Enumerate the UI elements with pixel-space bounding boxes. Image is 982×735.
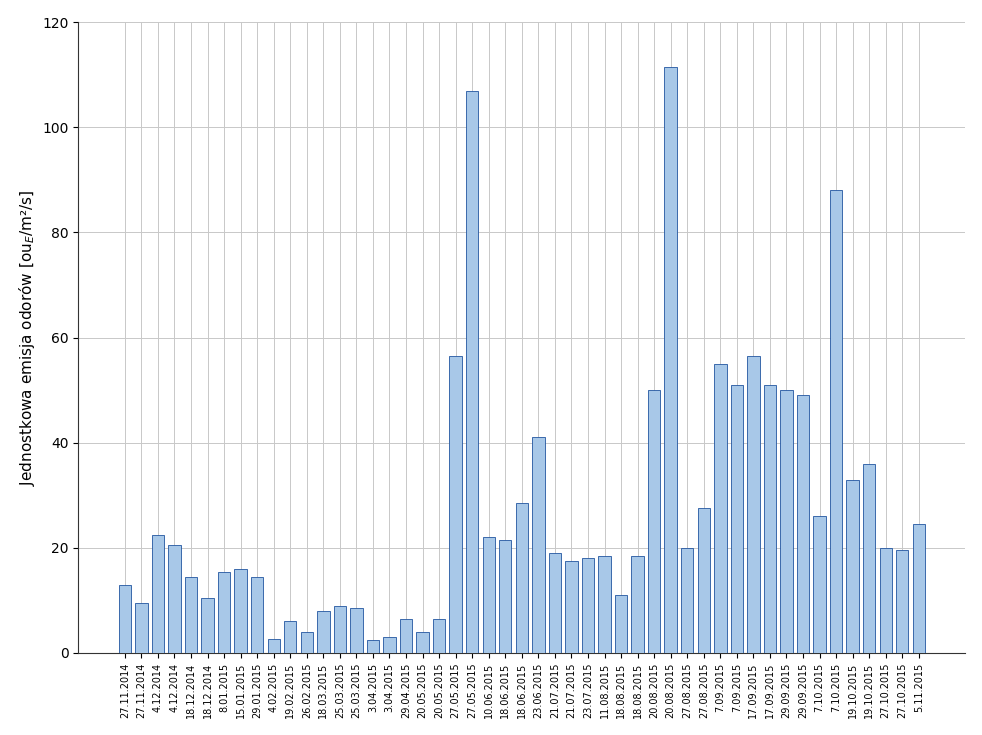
Bar [168,545,181,653]
Bar [863,464,875,653]
Bar [697,509,710,653]
Y-axis label: Jednostkowa emisja odorów [ou$_E$/m²/s]: Jednostkowa emisja odorów [ou$_E$/m²/s] [17,190,36,486]
Bar [251,577,263,653]
Bar [731,385,743,653]
Bar [317,611,330,653]
Bar [185,577,197,653]
Bar [549,553,561,653]
Bar [351,609,362,653]
Bar [682,548,693,653]
Bar [830,190,843,653]
Bar [136,603,147,653]
Bar [284,622,297,653]
Bar [747,356,760,653]
Bar [300,632,313,653]
Bar [764,385,776,653]
Bar [499,540,512,653]
Bar [532,437,545,653]
Bar [466,90,478,653]
Bar [119,584,131,653]
Bar [416,631,429,653]
Bar [267,639,280,653]
Bar [665,67,677,653]
Bar [598,556,611,653]
Bar [896,551,908,653]
Bar [366,640,379,653]
Bar [581,559,594,653]
Bar [152,534,164,653]
Bar [813,516,826,653]
Bar [383,637,396,653]
Bar [334,606,346,653]
Bar [796,395,809,653]
Bar [648,390,660,653]
Bar [912,524,925,653]
Bar [482,537,495,653]
Bar [846,479,859,653]
Bar [631,556,644,653]
Bar [880,548,892,653]
Bar [201,598,214,653]
Bar [566,561,577,653]
Bar [450,356,462,653]
Bar [714,364,727,653]
Bar [235,569,246,653]
Bar [400,619,412,653]
Bar [433,619,445,653]
Bar [615,595,627,653]
Bar [781,390,792,653]
Bar [218,572,231,653]
Bar [516,503,528,653]
